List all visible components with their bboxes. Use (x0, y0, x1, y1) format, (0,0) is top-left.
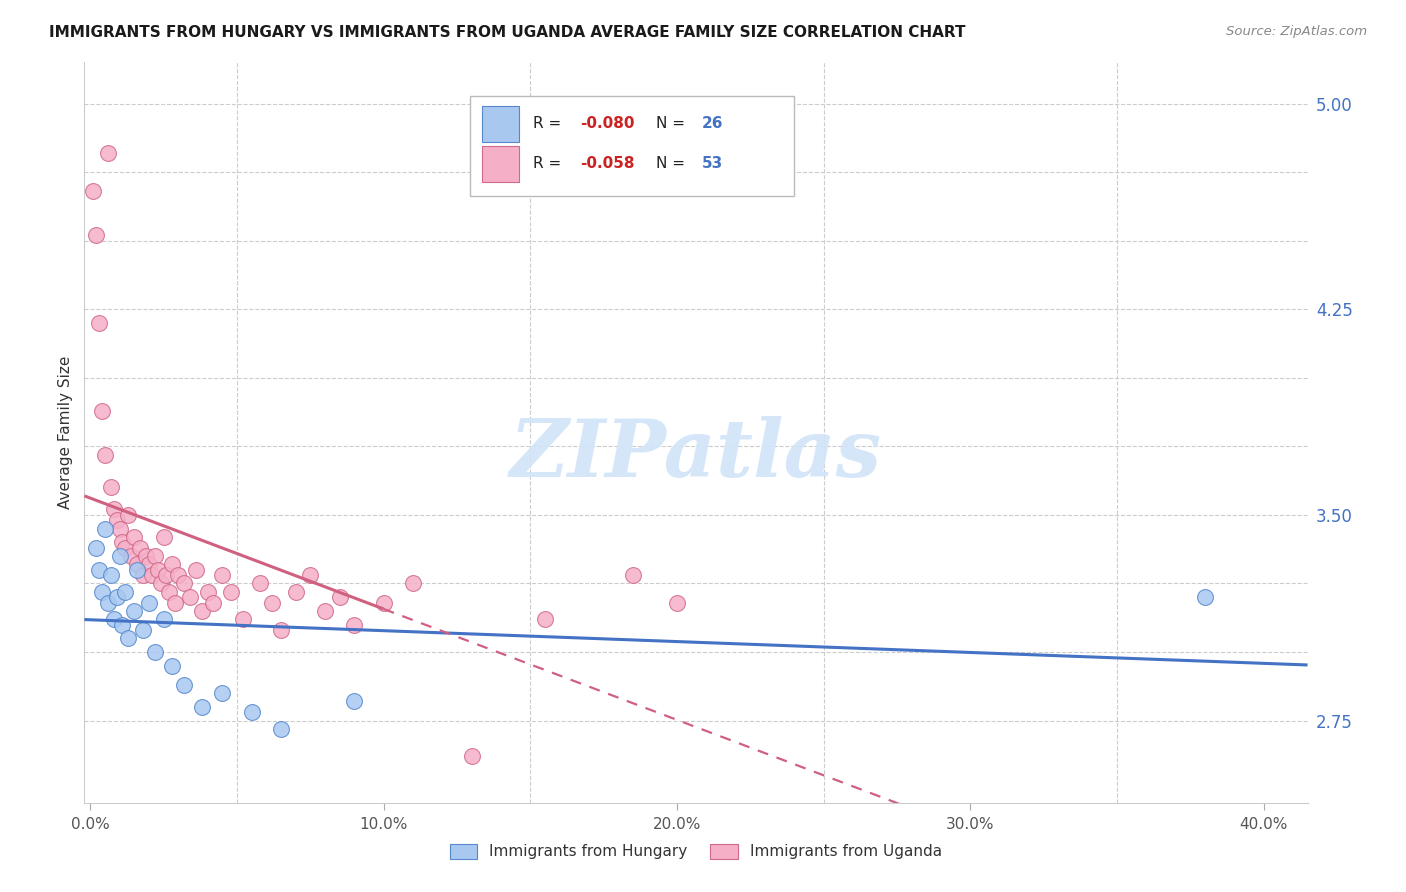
Point (249, 576, 271, 591)
Point (232, 612, 254, 626)
Point (129, 541, 152, 555)
Point (167, 568, 190, 582)
Point (155, 568, 177, 582)
Point (402, 576, 425, 591)
Point (152, 530, 174, 544)
Point (190, 699, 212, 714)
Point (262, 596, 284, 610)
Point (91, 403, 114, 417)
Point (143, 549, 166, 563)
Point (270, 722, 292, 736)
Text: IMMIGRANTS FROM HUNGARY VS IMMIGRANTS FROM UGANDA AVERAGE FAMILY SIZE CORRELATIO: IMMIGRANTS FROM HUNGARY VS IMMIGRANTS FR… (49, 25, 966, 40)
Text: -0.058: -0.058 (579, 156, 634, 171)
Point (87, 563, 110, 577)
Text: ZIPatlas: ZIPatlas (510, 416, 882, 493)
Point (314, 604, 336, 618)
Point (132, 623, 155, 637)
Point (127, 563, 149, 577)
Point (103, 502, 125, 516)
Point (621, 568, 644, 582)
Legend: Immigrants from Hungary, Immigrants from Uganda: Immigrants from Hungary, Immigrants from… (443, 838, 949, 865)
Point (240, 706, 263, 720)
Text: R =: R = (533, 116, 567, 131)
Point (122, 604, 145, 618)
Text: R =: R = (533, 156, 567, 171)
Point (173, 678, 195, 692)
Point (159, 584, 181, 599)
Point (120, 549, 142, 563)
Point (143, 645, 166, 659)
Bar (482, 146, 519, 182)
Point (135, 549, 157, 563)
Point (162, 658, 184, 673)
Text: N =: N = (655, 156, 689, 171)
Text: -0.080: -0.080 (579, 116, 634, 131)
Point (665, 596, 688, 610)
Point (91, 584, 114, 599)
Text: Source: ZipAtlas.com: Source: ZipAtlas.com (1226, 25, 1367, 38)
Point (97, 145, 120, 160)
Point (100, 568, 122, 582)
Point (173, 576, 195, 591)
Point (138, 596, 160, 610)
Point (460, 749, 482, 764)
Point (84, 228, 107, 243)
Point (87, 316, 110, 330)
Point (165, 596, 187, 610)
Point (111, 535, 134, 549)
Point (149, 576, 172, 591)
Point (202, 596, 225, 610)
Point (211, 568, 233, 582)
Point (97, 596, 120, 610)
Point (114, 541, 136, 555)
Point (152, 612, 174, 626)
Y-axis label: Average Family Size: Average Family Size (58, 356, 73, 509)
Point (179, 590, 201, 604)
Point (343, 694, 366, 708)
Point (299, 568, 322, 582)
Point (141, 568, 163, 582)
Bar (470, 95, 794, 195)
Point (329, 590, 352, 604)
Point (105, 513, 128, 527)
Point (127, 558, 149, 572)
Point (114, 584, 136, 599)
Point (111, 617, 134, 632)
Point (211, 686, 233, 700)
Point (108, 522, 131, 536)
Point (105, 590, 128, 604)
Bar (482, 106, 519, 142)
Point (270, 623, 292, 637)
Point (132, 568, 155, 582)
Text: 26: 26 (702, 116, 724, 131)
Point (94, 522, 117, 536)
Point (162, 558, 184, 572)
Point (138, 558, 160, 572)
Point (82, 184, 104, 198)
Point (94, 448, 117, 462)
Point (184, 563, 207, 577)
Point (103, 612, 125, 626)
Point (219, 584, 242, 599)
Point (84, 541, 107, 555)
Point (122, 530, 145, 544)
Text: 53: 53 (702, 156, 723, 171)
Point (197, 584, 219, 599)
Point (284, 584, 307, 599)
Point (117, 632, 139, 646)
Text: N =: N = (655, 116, 689, 131)
Point (100, 480, 122, 494)
Point (343, 617, 366, 632)
Point (190, 604, 212, 618)
Point (534, 612, 557, 626)
Point (108, 549, 131, 563)
Point (1194, 590, 1216, 604)
Point (117, 508, 139, 522)
Point (146, 563, 169, 577)
Point (373, 596, 395, 610)
